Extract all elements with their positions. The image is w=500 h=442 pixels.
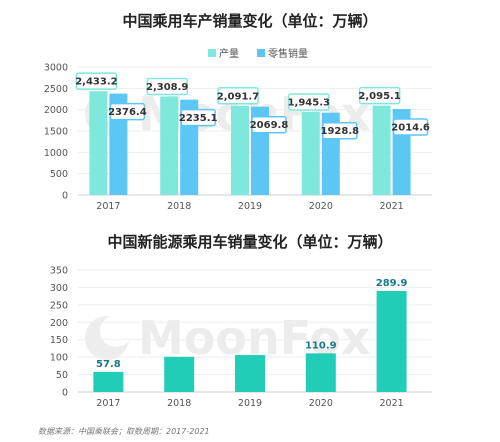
- legend-swatch: [208, 49, 216, 57]
- value-label: 2376.4: [108, 107, 147, 118]
- y-tick-label: 0: [62, 388, 68, 399]
- bar: [231, 105, 249, 195]
- value-label: 57.8: [96, 359, 121, 370]
- x-tick-label: 2018: [167, 201, 191, 212]
- y-tick-label: 0: [62, 191, 68, 202]
- value-label: 110.9: [305, 340, 337, 351]
- chart-sales-production: 中国乘用车产销量变化（单位：万辆） 0 500 1000 1500 2000 2500 30…: [44, 12, 432, 212]
- y-tick-label: 300: [50, 283, 68, 294]
- value-label: 2069.8: [250, 120, 289, 131]
- chart-title-2: 中国新能源乘用车销量变化（单位：万辆）: [107, 233, 392, 251]
- legend-label: 产量: [219, 47, 239, 60]
- value-label: 2235.1: [179, 113, 218, 124]
- value-label-box: [217, 87, 259, 105]
- y-tick-label: 350: [50, 266, 68, 277]
- y-tick-label: 250: [50, 300, 68, 311]
- y-tick-label: 2500: [44, 84, 68, 95]
- x-tick-label: 2017: [96, 398, 120, 409]
- value-label-box: [146, 77, 188, 96]
- bar: [164, 356, 195, 392]
- chart-title-1: 中国乘用车产销量变化（单位：万辆）: [122, 12, 377, 30]
- value-label-box: [109, 102, 146, 121]
- bar: [93, 371, 124, 392]
- source-note: 数据来源：中国乘联会；取数周期：2017-2021: [38, 427, 210, 436]
- value-label: 289.9: [376, 278, 408, 289]
- value-label: 2014.6: [391, 123, 430, 134]
- x-tick-label: 2019: [238, 201, 262, 212]
- value-label-box: [75, 72, 118, 90]
- bar: [235, 355, 265, 392]
- value-label: 2,095.1: [358, 91, 400, 102]
- value-label: 1,945.3: [288, 98, 330, 109]
- y-tick-label: 500: [50, 169, 68, 180]
- x-tick-label: 2019: [238, 398, 262, 409]
- bar: [89, 91, 108, 195]
- bar: [160, 96, 179, 195]
- x-tick-label: 2021: [380, 201, 404, 212]
- legend-swatch: [257, 49, 265, 57]
- y-tick-label: 3000: [44, 63, 68, 74]
- x-tick-label: 2017: [96, 201, 120, 212]
- value-label: 2,308.9: [146, 82, 188, 93]
- y-tick-label: 200: [50, 318, 68, 329]
- moon-cutout-icon: [100, 315, 132, 347]
- value-label: 2,433.2: [75, 77, 117, 88]
- legend: 产量 零售销量: [208, 47, 308, 60]
- value-label-box: [392, 118, 429, 136]
- y-tick-label: 50: [56, 370, 68, 381]
- value-label: 1928.8: [321, 126, 360, 137]
- x-tick-label: 2020: [309, 201, 333, 212]
- bar: [305, 353, 336, 392]
- x-tick-label: 2020: [309, 398, 333, 409]
- value-label-box: [251, 115, 287, 134]
- bar: [301, 112, 320, 195]
- bar: [372, 105, 391, 195]
- y-tick-label: 150: [50, 335, 68, 346]
- y-tick-label: 100: [50, 353, 68, 364]
- value-label-box: [288, 93, 330, 111]
- value-label-box: [358, 86, 401, 105]
- x-tick-label: 2021: [380, 398, 404, 409]
- value-label-box: [322, 121, 358, 140]
- x-tick-label: 2018: [167, 398, 191, 409]
- y-tick-label: 1000: [44, 148, 68, 159]
- y-tick-label: 2000: [44, 105, 68, 116]
- chart-nev-sales: 中国新能源乘用车销量变化（单位：万辆） 0 50 100 150 200 250 300 35…: [50, 233, 432, 409]
- y-tick-label: 1500: [44, 127, 68, 138]
- bar: [376, 290, 407, 392]
- value-label-box: [180, 108, 216, 127]
- legend-label: 零售销量: [268, 47, 308, 60]
- value-label: 2,091.7: [217, 91, 259, 102]
